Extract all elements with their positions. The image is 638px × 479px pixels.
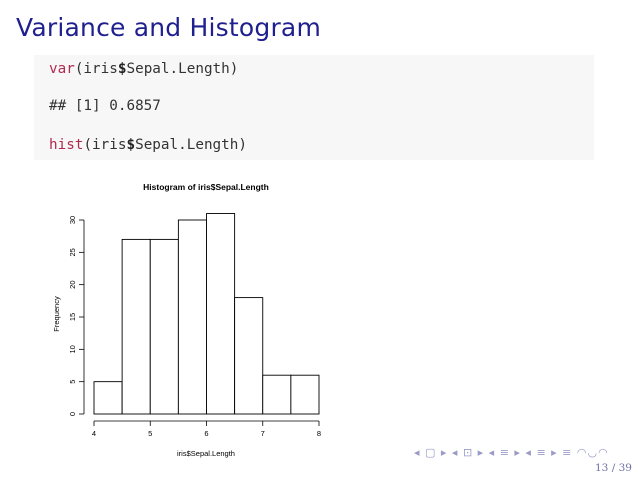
y-tick-label: 5 — [68, 380, 77, 384]
y-tick-label: 10 — [68, 345, 77, 353]
code-text: (iris — [74, 61, 118, 77]
x-tick-label: 6 — [204, 429, 208, 438]
code-line-var: var(iris$Sepal.Length) — [49, 61, 238, 77]
histogram-bar — [262, 374, 292, 415]
code-text: Sepal.Length) — [126, 61, 239, 77]
histogram-bars — [93, 213, 320, 415]
slide-title: Variance and Histogram — [16, 13, 322, 42]
histogram-chart: Histogram of iris$Sepal.Length 4 5 6 7 8 0 5 1… — [52, 182, 321, 458]
histogram-bar — [206, 213, 236, 415]
y-tick-label: 30 — [68, 216, 77, 224]
code-keyword: var — [49, 61, 75, 77]
beamer-navigation[interactable]: ◂ ▢ ▸ ◂ ⊡ ▸ ◂ ≡ ▸ ◂ ≡ ▸ ≡ ◠◡◠ — [414, 446, 609, 459]
y-tick-label: 0 — [68, 412, 77, 416]
chart-title: Histogram of iris$Sepal.Length — [143, 182, 269, 192]
x-tick-label: 4 — [92, 429, 96, 438]
histogram-bar — [177, 219, 207, 415]
y-axis: 0 5 10 15 20 25 30 — [68, 216, 85, 416]
y-tick-label: 20 — [68, 280, 77, 288]
histogram-bar — [290, 374, 320, 415]
histogram-bar — [234, 297, 264, 415]
histogram-bar — [149, 238, 179, 415]
code-line-hist: hist(iris$Sepal.Length) — [49, 137, 247, 153]
code-block: var(iris$Sepal.Length) ## [1] 0.6857 his… — [34, 55, 594, 160]
code-operator: $ — [126, 137, 136, 153]
code-operator: $ — [117, 61, 127, 77]
y-axis-label: Frequency — [52, 296, 61, 332]
page-number: 13 / 39 — [595, 462, 632, 474]
code-text: Sepal.Length) — [135, 137, 247, 153]
code-text: (iris — [83, 137, 127, 153]
code-keyword: hist — [49, 137, 84, 153]
x-tick-label: 8 — [317, 429, 321, 438]
x-tick-label: 5 — [148, 429, 152, 438]
histogram-bar — [121, 238, 151, 415]
histogram-bar — [93, 381, 123, 415]
y-tick-label: 15 — [68, 313, 77, 321]
x-axis: 4 5 6 7 8 — [92, 420, 321, 438]
y-tick-label: 25 — [68, 248, 77, 256]
x-axis-label: iris$Sepal.Length — [177, 449, 235, 458]
x-tick-label: 7 — [261, 429, 265, 438]
code-output: ## [1] 0.6857 — [49, 98, 161, 114]
